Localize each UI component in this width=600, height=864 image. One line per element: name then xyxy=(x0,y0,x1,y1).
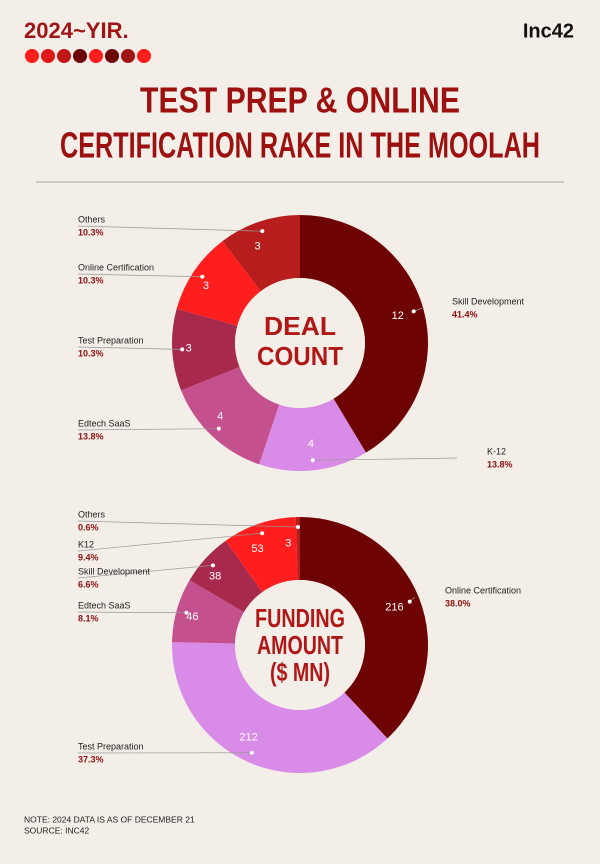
share-label: 37.3% xyxy=(78,754,104,764)
share-label: 13.8% xyxy=(487,459,513,469)
leader-dot xyxy=(407,599,412,604)
source: SOURCE: INC42 xyxy=(24,825,89,835)
leader-line xyxy=(77,564,213,579)
value-label: 3 xyxy=(255,241,261,253)
category-label: Test Preparation xyxy=(78,335,144,345)
badge-dots xyxy=(25,49,151,63)
leader-line xyxy=(77,611,187,614)
value-label: 3 xyxy=(186,342,192,354)
leader-dot xyxy=(184,610,189,615)
note: NOTE: 2024 DATA IS AS OF DECEMBER 21 xyxy=(24,814,195,824)
share-label: 10.3% xyxy=(78,227,104,237)
share-label: 9.4% xyxy=(78,552,99,562)
title-line: TEST PREP & ONLINE xyxy=(140,80,460,121)
value-label: 38 xyxy=(209,570,221,582)
category-label: K-12 xyxy=(487,446,506,456)
share-label: 0.6% xyxy=(78,522,99,532)
wedge xyxy=(295,517,300,581)
category-label: Test Preparation xyxy=(78,741,144,751)
leader-dot xyxy=(411,309,416,314)
share-label: 13.8% xyxy=(78,431,104,441)
leader-dot xyxy=(249,750,254,755)
value-label: 3 xyxy=(203,280,209,292)
center-title: ($ MN) xyxy=(270,657,330,687)
share-label: 38.0% xyxy=(445,598,471,608)
value-label: 12 xyxy=(392,310,404,322)
category-label: Skill Development xyxy=(452,296,525,306)
category-label: Skill Development xyxy=(78,566,151,576)
leader-dot xyxy=(296,525,301,530)
wedge xyxy=(222,215,300,292)
leader-dot xyxy=(180,347,185,352)
leader-line xyxy=(77,428,219,431)
leader-line xyxy=(77,346,183,350)
center-title: DEAL xyxy=(264,311,336,341)
center-title: COUNT xyxy=(257,341,343,371)
wedge xyxy=(225,517,298,593)
value-label: 46 xyxy=(186,611,198,623)
wedge xyxy=(189,540,263,613)
wedge xyxy=(172,580,244,644)
leader-dot xyxy=(200,274,205,279)
donut-hole xyxy=(235,278,365,408)
category-label: Edtech SaaS xyxy=(78,600,131,610)
wedge xyxy=(172,642,388,774)
leader-line xyxy=(77,520,299,528)
wedge xyxy=(300,517,429,739)
wedge xyxy=(300,215,429,453)
category-label: Online Certification xyxy=(78,262,154,272)
donut-hole xyxy=(235,580,365,710)
center-title: FUNDING xyxy=(255,603,345,633)
value-label: 4 xyxy=(308,438,314,450)
leader-dot xyxy=(260,531,265,536)
category-label: Online Certification xyxy=(445,585,521,595)
center-title: AMOUNT xyxy=(257,630,343,660)
leader-dot xyxy=(216,426,221,431)
leader-line xyxy=(312,457,458,461)
value-label: 4 xyxy=(217,411,223,423)
logo: Inc42 xyxy=(523,20,574,42)
category-label: K12 xyxy=(78,539,94,549)
value-label: 212 xyxy=(239,732,257,744)
leader-dot xyxy=(260,229,265,234)
value-label: 3 xyxy=(285,537,291,549)
share-label: 10.3% xyxy=(78,275,104,285)
wedge xyxy=(181,367,280,465)
category-label: Others xyxy=(78,509,106,519)
share-label: 41.4% xyxy=(452,309,478,319)
share-label: 10.3% xyxy=(78,348,104,358)
wedge xyxy=(176,241,261,326)
wedge xyxy=(172,308,240,391)
leader-line xyxy=(77,532,263,552)
value-label: 53 xyxy=(251,543,263,555)
value-label: 216 xyxy=(385,602,403,614)
share-label: 8.1% xyxy=(78,613,99,623)
category-label: Edtech SaaS xyxy=(78,418,131,428)
title-line: CERTIFICATION RAKE IN THE MOOLAH xyxy=(60,125,540,166)
category-label: Others xyxy=(78,214,106,224)
leader-line xyxy=(77,225,263,232)
leader-dot xyxy=(310,458,315,463)
leader-line xyxy=(77,273,203,278)
share-label: 6.6% xyxy=(78,579,99,589)
leader-dot xyxy=(210,563,215,568)
badge: 2024~YIR. xyxy=(24,18,129,43)
wedge xyxy=(259,398,366,471)
